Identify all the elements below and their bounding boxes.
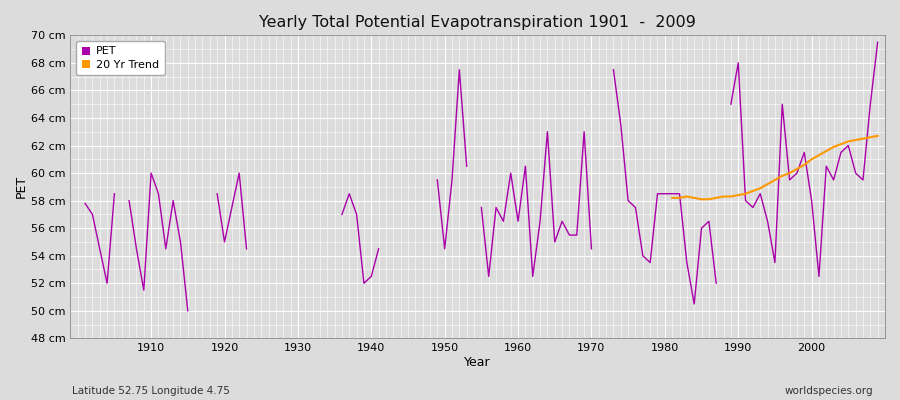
X-axis label: Year: Year [464, 356, 491, 369]
Text: Latitude 52.75 Longitude 4.75: Latitude 52.75 Longitude 4.75 [72, 386, 230, 396]
Y-axis label: PET: PET [15, 175, 28, 198]
Legend: PET, 20 Yr Trend: PET, 20 Yr Trend [76, 41, 165, 75]
Title: Yearly Total Potential Evapotranspiration 1901  -  2009: Yearly Total Potential Evapotranspiratio… [259, 15, 696, 30]
Text: worldspecies.org: worldspecies.org [785, 386, 873, 396]
